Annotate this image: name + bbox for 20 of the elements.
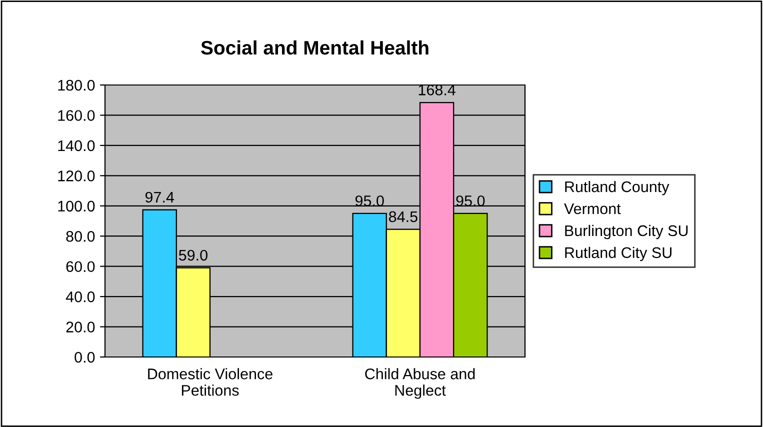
y-tick-label: 160.0	[58, 110, 95, 121]
legend-label: Rutland County	[565, 180, 670, 196]
x-tick-label: Child Abuse and Neglect	[365, 368, 475, 399]
y-tick-label: 40.0	[66, 291, 95, 302]
chart-title: Social and Mental Health	[201, 40, 428, 55]
y-tick-label: 180.0	[58, 80, 95, 91]
data-label: 59.0	[178, 250, 208, 261]
legend-label: Burlington City SU	[565, 224, 688, 240]
data-label: 84.5	[389, 211, 418, 222]
y-tick-label: 60.0	[66, 261, 95, 272]
y-tick-label: 140.0	[58, 140, 95, 152]
data-label: 97.4	[145, 192, 174, 203]
legend-label: Rutland City SU	[565, 246, 672, 262]
y-tick-label: 100.0	[58, 200, 95, 212]
y-tick-label: 0.0	[74, 352, 95, 363]
y-tick-label: 80.0	[66, 230, 95, 242]
legend-label: Vermont	[564, 204, 621, 214]
y-tick-label: 20.0	[66, 322, 95, 332]
x-tick-label: Domestic Violence Petitions	[148, 368, 272, 396]
y-tick-label: 120.0	[58, 170, 95, 182]
